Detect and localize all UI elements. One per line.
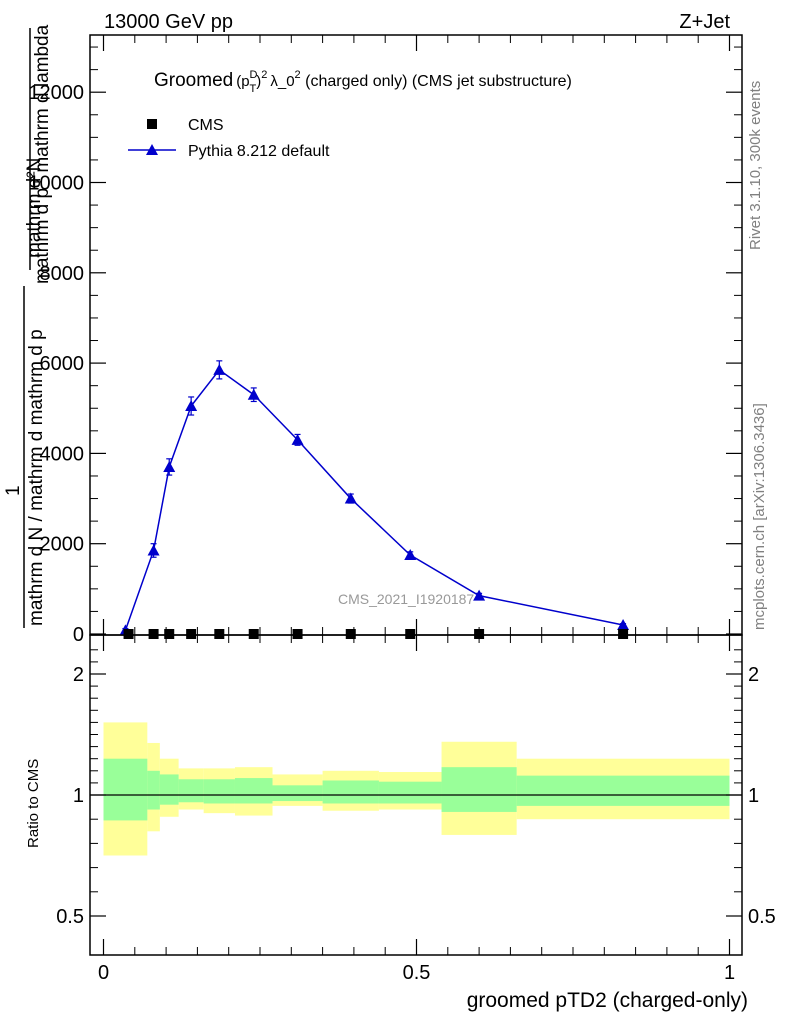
ratio-inner-band (322, 780, 379, 804)
ratio-y-axis: 0.5 0.5 1 1 2 2 (56, 649, 776, 928)
ratio-inner-band (516, 775, 730, 806)
ratio-y-axis-label: Ratio to CMS (25, 759, 42, 848)
cms-point (292, 629, 303, 639)
pythia-point (185, 399, 198, 411)
energy-label: 13000 GeV pp (104, 11, 233, 33)
y-tick-label: 12000 (28, 82, 84, 104)
pythia-point (147, 544, 160, 556)
y-label-prefix-one: 1 (3, 485, 24, 496)
ratio-y-tick-label-right: 0.5 (748, 906, 776, 928)
pythia-series (119, 360, 630, 636)
pythia-point (617, 618, 630, 630)
legend-cms-marker (147, 119, 157, 129)
ratio-y-tick-label-right: 2 (748, 664, 759, 686)
pythia-point (473, 589, 486, 601)
main-y-axis: 0 2000 4000 6000 8000 10000 12000 (28, 46, 742, 646)
ratio-inner-band (441, 767, 517, 812)
pythia-point (291, 433, 304, 445)
legend-pythia-label: Pythia 8.212 default (188, 143, 330, 160)
cms-point (164, 629, 175, 639)
y-tick-label: 10000 (28, 173, 84, 195)
process-label: Z+Jet (679, 11, 730, 33)
legend: CMS Pythia 8.212 default (128, 117, 330, 160)
cms-point (148, 629, 159, 639)
cms-point (123, 629, 134, 639)
rivet-label: Rivet 3.1.10, 300k events (747, 81, 764, 250)
main-y-axis-label: mathrm d²N mathrm d pT mathrm d lambda 1… (3, 24, 53, 628)
cms-point (214, 629, 225, 639)
ratio-uncertainty-bands (103, 722, 730, 856)
ratio-inner-band (147, 770, 160, 810)
y-tick-label: 0 (73, 624, 84, 646)
ratio-inner-band (272, 785, 323, 802)
x-axis-label: groomed pTD2 (charged-only) (467, 989, 748, 1012)
mcplots-label: mcplots.cern.ch [arXiv:1306.3436] (751, 403, 768, 630)
ratio-y-tick-label-left: 2 (73, 664, 84, 686)
cms-point (186, 629, 197, 639)
pythia-point (344, 492, 357, 504)
cms-point (248, 629, 259, 639)
pythia-point (404, 548, 417, 560)
pythia-point (213, 363, 226, 375)
y-label-upper-denominator: mathrm d pT mathrm d lambda (30, 24, 53, 284)
analysis-watermark: CMS_2021_I1920187 (338, 591, 474, 607)
chart-title: Groomed (pD T)2 λ_02 (charged only) (CMS je… (154, 69, 572, 95)
x-tick-label: 0.5 (403, 962, 431, 984)
y-label-lower-denominator: mathrm d N / mathrm d mathrm d p (26, 329, 47, 626)
ratio-inner-band (178, 779, 204, 803)
main-x-axis-ticks (102, 35, 731, 635)
ratio-inner-band (378, 781, 442, 804)
y-tick-label: 2000 (40, 534, 85, 556)
ratio-inner-band (103, 758, 148, 821)
ratio-y-tick-label-left: 1 (73, 785, 84, 807)
ratio-y-tick-label-right: 1 (748, 785, 759, 807)
cms-point (345, 629, 356, 639)
y-tick-label: 8000 (40, 263, 85, 285)
cms-series (123, 629, 629, 639)
ratio-inner-band (234, 778, 273, 804)
x-tick-label: 1 (724, 962, 735, 984)
legend-cms-label: CMS (188, 117, 224, 134)
cms-point (405, 629, 416, 639)
y-tick-label: 4000 (40, 443, 85, 465)
ratio-inner-band (203, 779, 235, 804)
ratio-x-axis: 0 0.5 1 (98, 635, 735, 984)
y-tick-label: 6000 (40, 353, 85, 375)
ratio-inner-band (159, 774, 179, 805)
pythia-point (163, 460, 176, 472)
cms-point (474, 629, 485, 639)
legend-pythia-marker (146, 144, 158, 155)
pythia-point (247, 388, 260, 400)
cms-point (618, 629, 629, 639)
ratio-y-tick-label-left: 0.5 (56, 906, 84, 928)
x-tick-label: 0 (98, 962, 109, 984)
